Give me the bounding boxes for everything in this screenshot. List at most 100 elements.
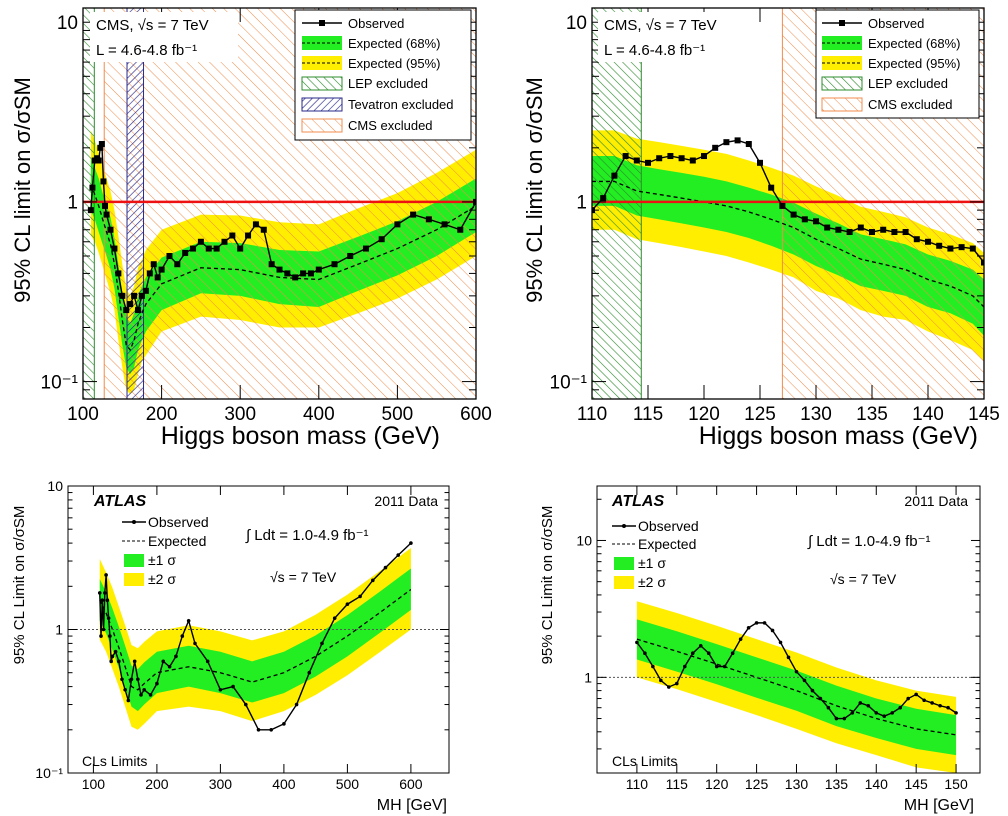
- cms-full-annotation-line2: L = 4.6-4.8 fb⁻¹: [96, 42, 197, 59]
- atlas-full-ylabel: 95% CL Limit on σ/σSM: [11, 506, 28, 665]
- atlas-full-observed-point: [174, 654, 178, 659]
- atlas-full-observed-point: [244, 702, 248, 707]
- atlas-full-observed-point: [180, 634, 185, 638]
- atlas-full-legend: Observed Expected ±1 σ ±2 σ: [122, 514, 209, 587]
- cms-full-legend-tevatron-swatch: [301, 97, 343, 112]
- cms-full-observed-point: [394, 221, 401, 228]
- cms-zoom-observed-point: [958, 244, 965, 251]
- cms-zoom-observed-point: [869, 229, 875, 236]
- cms-full-legend-observed: Observed: [348, 16, 404, 31]
- atlas-full-observed-point: [155, 681, 159, 686]
- atlas-zoom-data-label: 2011 Data: [904, 493, 968, 509]
- cms-full-observed-point: [213, 245, 220, 252]
- atlas-full-observed-line: [99, 542, 412, 731]
- atlas-full-observed-point: [120, 677, 124, 682]
- atlas-zoom-observed-point: [770, 628, 775, 633]
- atlas-zoom-legend-band1-swatch: [614, 557, 634, 570]
- atlas-full-ytick-label: 10⁻¹: [35, 765, 63, 781]
- atlas-zoom-observed-point: [946, 705, 950, 710]
- cms-full-xtick-label: 200: [146, 404, 178, 425]
- atlas-full-observed-point: [186, 618, 191, 623]
- atlas-zoom-band-1sigma: [636, 619, 957, 756]
- atlas-zoom-brand: ATLAS: [611, 493, 664, 510]
- atlas-full-observed-point: [110, 654, 115, 659]
- atlas-full-brand: ATLAS: [93, 493, 146, 510]
- cms-full-lep-excluded-region: [83, 8, 95, 399]
- atlas-full-observed-point: [193, 641, 197, 646]
- cms-full-legend-cms: CMS excluded: [348, 118, 433, 133]
- atlas-full-observed-point: [117, 659, 121, 664]
- cms-full-observed-point: [221, 238, 228, 245]
- atlas-zoom-ytick-label: 1: [584, 669, 592, 685]
- atlas-zoom-observed-point: [938, 703, 942, 708]
- cms-full-observed-point: [378, 236, 385, 243]
- atlas-zoom-observed-point: [810, 688, 815, 693]
- cms-full-observed-point: [284, 270, 291, 277]
- atlas-zoom-observed-point: [890, 711, 895, 715]
- cms-zoom-observed-point: [835, 226, 842, 233]
- atlas-zoom-xtick-label: 140: [865, 776, 889, 792]
- cms-full-ytick-label: 10: [57, 13, 78, 34]
- atlas-full-xtick-label: 300: [209, 776, 233, 792]
- atlas-full-observed-point: [148, 693, 153, 697]
- cms-zoom-ytick-label: 10⁻¹: [550, 372, 588, 393]
- cms-full-ytick-label: 10⁻¹: [41, 372, 79, 393]
- atlas-full-observed-point: [332, 616, 337, 620]
- atlas-full-observed-point: [108, 634, 112, 638]
- atlas-zoom-observed-point: [826, 705, 831, 710]
- atlas-full-observed-point: [105, 598, 110, 603]
- atlas-zoom-observed-point: [643, 651, 647, 656]
- atlas-zoom-observed-point: [730, 651, 735, 656]
- cms-zoom-observed-point: [925, 238, 931, 245]
- cms-full-observed-point: [410, 211, 417, 218]
- cms-full-expected-line: [90, 184, 476, 352]
- atlas-zoom-observed-point: [922, 698, 926, 703]
- cms-full-observed-point: [95, 157, 102, 164]
- cms-zoom-annotation-bg: [598, 12, 744, 62]
- cms-full-observed-point: [146, 270, 153, 277]
- atlas-full-xtick-label: 400: [272, 776, 296, 792]
- atlas-full-observed-point: [307, 670, 312, 675]
- cms-zoom-observed-point: [600, 195, 607, 202]
- atlas-zoom-observed-point: [882, 714, 887, 719]
- cms-full-observed-point: [315, 266, 322, 273]
- atlas-zoom-observed-point: [850, 711, 855, 715]
- cms-zoom-xtick-label: 145: [968, 404, 1000, 425]
- cms-full-observed-point: [331, 261, 338, 268]
- atlas-full-xtick-label: 500: [336, 776, 360, 792]
- cms-full-observed-point: [441, 221, 448, 228]
- cms-full-legend-lep-swatch: [301, 76, 343, 91]
- atlas-full-observed-point: [100, 598, 105, 603]
- cms-full-content: [83, 8, 476, 399]
- cms-full-observed-point: [100, 178, 107, 185]
- cms-full-observed-point: [142, 287, 149, 294]
- cms-zoom-observed-point: [947, 245, 954, 252]
- cms-zoom-annotation-line2: L = 4.6-4.8 fb⁻¹: [604, 42, 705, 59]
- cms-full-observed-point: [205, 245, 212, 252]
- cms-zoom-xtick-label: 115: [633, 404, 663, 425]
- cms-zoom-legend-cms-swatch: [821, 97, 863, 112]
- cms-zoom-observed-point: [768, 184, 775, 191]
- atlas-full-expected-line: [99, 588, 412, 691]
- cms-full-observed-point: [150, 261, 157, 268]
- cms-full-observed-point: [190, 245, 197, 252]
- atlas-zoom-ytick-label: 10: [576, 533, 592, 549]
- atlas-full-observed-point: [409, 541, 413, 545]
- atlas-full-observed-point: [167, 664, 172, 669]
- atlas-zoom-ylabel: 95% CL Limit on σ/σSM: [539, 506, 556, 665]
- atlas-full-observed-point: [161, 659, 166, 664]
- cms-full-observed-point: [362, 245, 369, 252]
- cms-full-observed-point: [158, 266, 165, 273]
- atlas-zoom-legend-expected: Expected: [638, 536, 696, 552]
- atlas-zoom-observed-point: [706, 651, 711, 656]
- atlas-full-legend-observed: Observed: [148, 514, 209, 530]
- atlas-full-observed-point: [139, 693, 143, 697]
- cms-full-xlabel: Higgs boson mass (GeV): [161, 422, 440, 450]
- atlas-zoom-legend-band2-swatch: [614, 576, 634, 589]
- atlas-full-axes: 100 200 300 400 500 600 10⁻¹ 1 10: [35, 478, 449, 792]
- atlas-full-ytick-label: 1: [55, 622, 63, 638]
- atlas-full-observed-point: [129, 677, 134, 682]
- cms-zoom-legend: Observed Expected (68%) Expected (95%) L…: [815, 9, 980, 119]
